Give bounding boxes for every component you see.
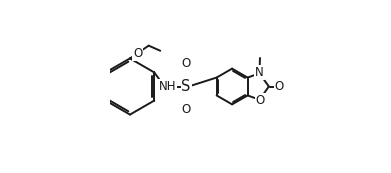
Text: O: O [181, 103, 191, 116]
Text: O: O [181, 57, 191, 70]
Text: S: S [181, 79, 191, 94]
Text: O: O [274, 80, 284, 93]
Text: NH: NH [159, 80, 176, 93]
Text: O: O [133, 47, 142, 60]
Text: N: N [255, 66, 264, 79]
Text: O: O [256, 94, 265, 107]
